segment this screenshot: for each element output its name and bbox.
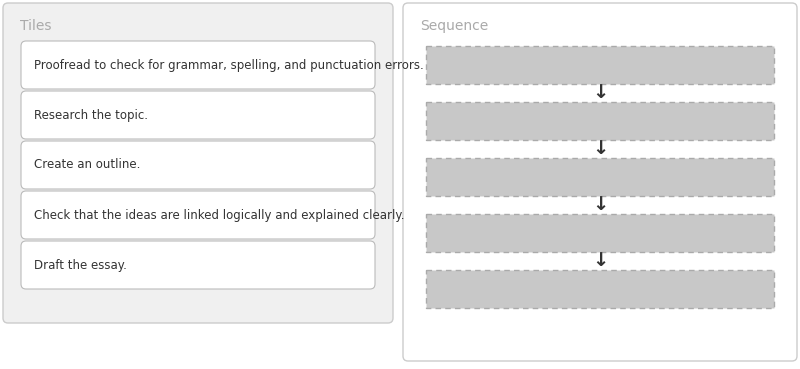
FancyBboxPatch shape	[21, 241, 375, 289]
Text: ↓: ↓	[592, 252, 608, 270]
Text: Research the topic.: Research the topic.	[34, 108, 148, 121]
FancyBboxPatch shape	[21, 91, 375, 139]
Bar	[426, 158, 774, 196]
Text: ↓: ↓	[592, 83, 608, 103]
Text: Tiles: Tiles	[20, 19, 51, 33]
Text: Draft the essay.: Draft the essay.	[34, 259, 127, 272]
Text: ↓: ↓	[592, 196, 608, 214]
FancyBboxPatch shape	[21, 41, 375, 89]
Text: Check that the ideas are linked logically and explained clearly.: Check that the ideas are linked logicall…	[34, 208, 405, 221]
Text: Proofread to check for grammar, spelling, and punctuation errors.: Proofread to check for grammar, spelling…	[34, 59, 424, 72]
FancyBboxPatch shape	[21, 191, 375, 239]
FancyBboxPatch shape	[21, 141, 375, 189]
Bar	[426, 214, 774, 252]
Bar	[426, 46, 774, 84]
FancyBboxPatch shape	[3, 3, 393, 323]
Text: ↓: ↓	[592, 139, 608, 159]
Bar	[426, 102, 774, 140]
Text: Sequence: Sequence	[420, 19, 488, 33]
Text: Create an outline.: Create an outline.	[34, 159, 140, 172]
FancyBboxPatch shape	[403, 3, 797, 361]
Bar	[426, 270, 774, 308]
